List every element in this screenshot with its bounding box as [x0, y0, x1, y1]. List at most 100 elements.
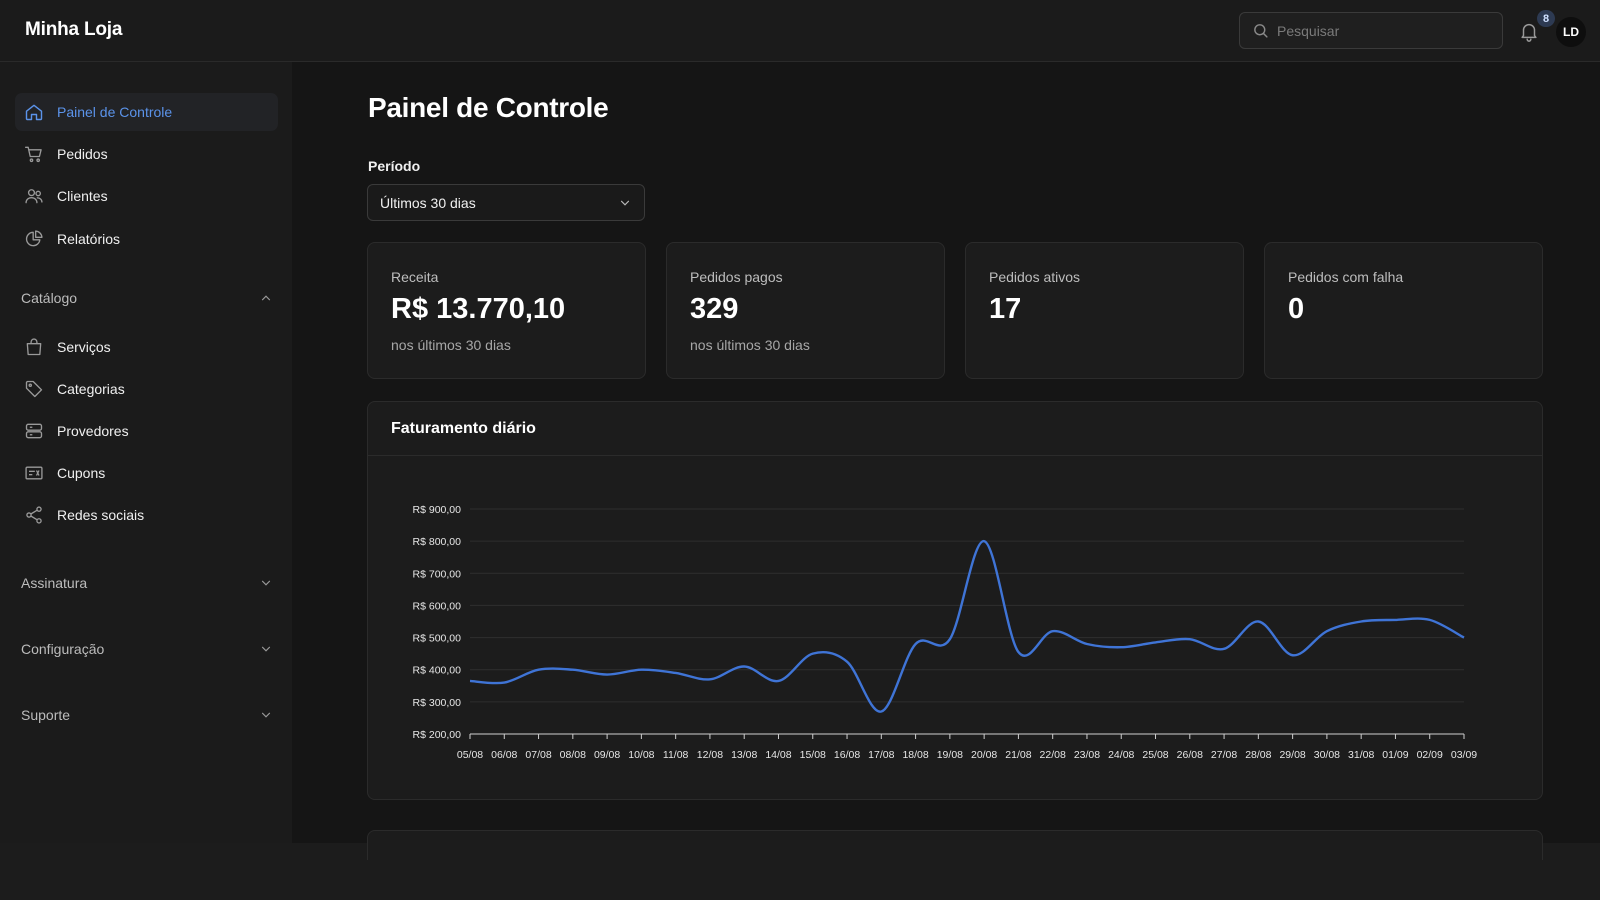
- data-point: [537, 668, 541, 672]
- data-point: [982, 539, 986, 543]
- data-point: [811, 652, 815, 656]
- x-tick-label: 17/08: [868, 749, 894, 761]
- card-value: 0: [1288, 293, 1305, 325]
- section-label: Catálogo: [21, 290, 78, 306]
- ticket-icon: [23, 462, 45, 484]
- x-tick-label: 26/08: [1177, 749, 1203, 761]
- sidebar-item-dashboard[interactable]: Painel de Controle: [15, 93, 278, 131]
- data-point: [1256, 620, 1260, 624]
- server-icon: [23, 420, 45, 442]
- sidebar-item-coupons[interactable]: Cupons: [15, 454, 278, 492]
- x-tick-label: 20/08: [971, 749, 997, 761]
- chevron-up-icon: [261, 295, 271, 301]
- card-label: Pedidos com falha: [1288, 269, 1404, 285]
- page-title: Painel de Controle: [368, 92, 609, 123]
- y-tick-label: R$ 600,00: [413, 600, 462, 612]
- y-tick-label: R$ 200,00: [413, 729, 462, 741]
- next-panel: [367, 830, 1543, 860]
- sidebar-item-label: Provedores: [57, 423, 129, 439]
- data-point: [502, 681, 506, 685]
- sidebar-item-label: Clientes: [57, 188, 108, 204]
- sidebar-item-label: Categorias: [57, 381, 125, 397]
- sidebar-item-label: Pedidos: [57, 146, 108, 162]
- paid-orders-card: Pedidos pagos 329 nos últimos 30 dias: [666, 242, 945, 379]
- data-point: [1222, 647, 1226, 651]
- chevron-down-icon: [261, 646, 271, 652]
- series-line: [469, 539, 1465, 713]
- bell-icon: [1521, 23, 1537, 42]
- y-tick-label: R$ 300,00: [413, 697, 462, 709]
- sidebar-item-categories[interactable]: Categorias: [15, 370, 278, 408]
- x-tick-label: 21/08: [1005, 749, 1031, 761]
- sidebar-item-customers[interactable]: Clientes: [15, 177, 278, 215]
- tag-icon: [23, 378, 45, 400]
- period-select[interactable]: Últimos 30 dias: [367, 184, 645, 221]
- card-label: Pedidos ativos: [989, 269, 1081, 285]
- data-point: [1085, 642, 1089, 646]
- y-tick-label: R$ 800,00: [413, 536, 462, 548]
- sidebar-item-providers[interactable]: Provedores: [15, 412, 278, 450]
- sidebar-item-label: Painel de Controle: [57, 104, 173, 120]
- x-tick-label: 06/08: [491, 749, 517, 761]
- x-tick-label: 29/08: [1279, 749, 1305, 761]
- search-input[interactable]: [1277, 22, 1477, 39]
- active-orders-card: Pedidos ativos 17: [965, 242, 1244, 379]
- chevron-down-icon: [620, 200, 630, 206]
- x-tick-label: 11/08: [663, 749, 689, 761]
- y-tick-label: R$ 900,00: [413, 504, 462, 516]
- search-box[interactable]: [1239, 12, 1503, 49]
- card-label: Receita: [391, 269, 439, 285]
- section-label: Suporte: [21, 707, 71, 723]
- sidebar-item-services[interactable]: Serviços: [15, 328, 278, 366]
- period-select-value: Últimos 30 dias: [380, 194, 476, 211]
- x-tick-label: 08/08: [560, 749, 586, 761]
- x-tick-label: 28/08: [1245, 749, 1271, 761]
- x-tick-label: 16/08: [834, 749, 860, 761]
- revenue-card: Receita R$ 13.770,10 nos últimos 30 dias: [367, 242, 646, 379]
- section-settings-toggle[interactable]: Configuração: [21, 637, 273, 661]
- chart-title: Faturamento diário: [391, 420, 536, 437]
- x-tick-label: 31/08: [1348, 749, 1374, 761]
- app-window: Minha Loja 8 LD Painel de Controle Pedid…: [0, 10, 1600, 860]
- data-point: [1462, 636, 1466, 640]
- pie-chart-icon: [23, 228, 45, 250]
- sidebar-item-reports[interactable]: Relatórios: [15, 220, 278, 258]
- avatar[interactable]: LD: [1556, 17, 1586, 47]
- x-tick-label: 12/08: [697, 749, 723, 761]
- x-tick-label: 09/08: [594, 749, 620, 761]
- brand-title[interactable]: Minha Loja: [25, 19, 123, 40]
- y-tick-label: R$ 700,00: [413, 568, 462, 580]
- data-point: [879, 710, 883, 714]
- sidebar-item-social[interactable]: Redes sociais: [15, 496, 278, 534]
- sidebar-item-label: Cupons: [57, 465, 106, 481]
- section-label: Assinatura: [21, 575, 88, 591]
- card-value: 17: [989, 293, 1022, 325]
- data-point: [571, 668, 575, 672]
- section-label: Configuração: [21, 641, 105, 657]
- x-tick-label: 24/08: [1108, 749, 1134, 761]
- data-point: [845, 660, 849, 664]
- cart-icon: [23, 143, 45, 165]
- sidebar-item-orders[interactable]: Pedidos: [15, 135, 278, 173]
- x-tick-label: 01/09: [1382, 749, 1408, 761]
- data-point: [674, 671, 678, 675]
- data-point: [1428, 618, 1432, 622]
- x-tick-label: 18/08: [902, 749, 928, 761]
- x-tick-label: 15/08: [800, 749, 826, 761]
- section-catalog-toggle[interactable]: Catálogo: [21, 286, 273, 310]
- data-point: [708, 677, 712, 681]
- x-tick-label: 27/08: [1211, 749, 1237, 761]
- notifications-button[interactable]: [1518, 19, 1540, 43]
- section-subscription-toggle[interactable]: Assinatura: [21, 571, 273, 595]
- period-label: Período: [368, 158, 421, 174]
- x-tick-label: 19/08: [937, 749, 963, 761]
- x-tick-label: 30/08: [1314, 749, 1340, 761]
- data-point: [1359, 620, 1363, 624]
- x-tick-label: 03/09: [1451, 749, 1477, 761]
- y-tick-label: R$ 400,00: [413, 665, 462, 677]
- section-support-toggle[interactable]: Suporte: [21, 703, 273, 727]
- x-tick-label: 02/09: [1417, 749, 1443, 761]
- data-point: [1291, 653, 1295, 657]
- x-tick-label: 10/08: [628, 749, 654, 761]
- sidebar: Painel de Controle Pedidos Clientes Rela…: [0, 62, 292, 843]
